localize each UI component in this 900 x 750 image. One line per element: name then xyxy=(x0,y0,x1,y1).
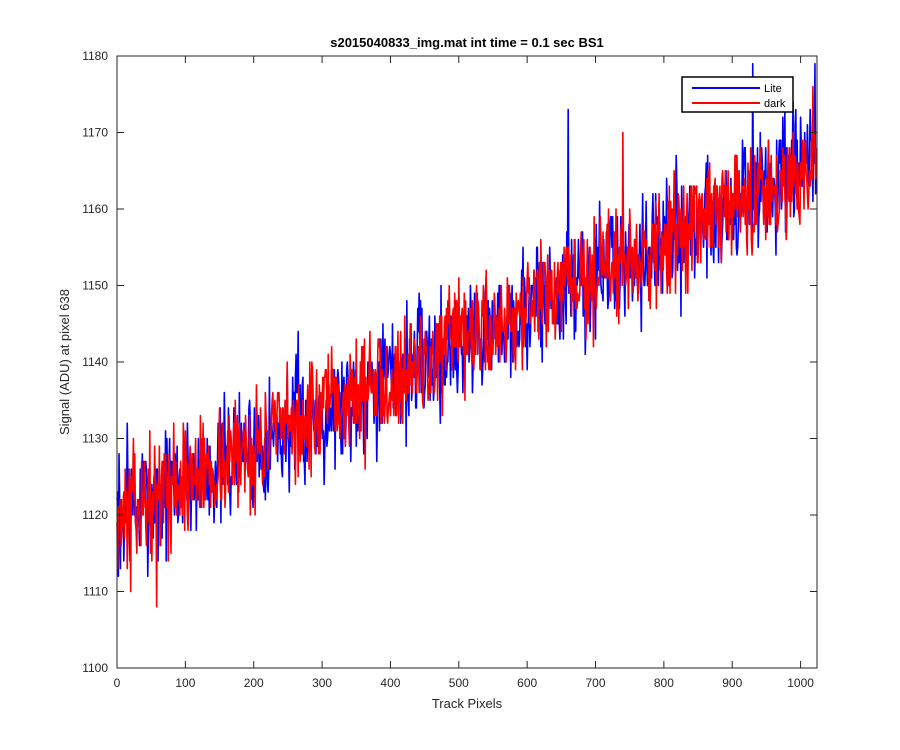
legend: Lite dark xyxy=(681,76,794,113)
x-tick-label: 800 xyxy=(654,676,674,690)
y-tick-label: 1170 xyxy=(82,126,108,140)
y-tick-label: 1100 xyxy=(82,661,108,675)
y-tick-label: 1130 xyxy=(82,432,108,446)
legend-label-dark: dark xyxy=(764,98,786,110)
y-tick-label: 1120 xyxy=(82,508,108,522)
x-axis-label: Track Pixels xyxy=(432,696,503,711)
plot-area xyxy=(117,56,817,668)
x-ticks: 0 100 200 300 400 500 600 700 800 900 1000 xyxy=(114,56,814,690)
x-tick-label: 100 xyxy=(175,676,195,690)
y-axis-label: Signal (ADU) at pixel 638 xyxy=(57,289,72,435)
x-tick-label: 200 xyxy=(244,676,264,690)
x-tick-label: 400 xyxy=(380,676,400,690)
legend-label-lite: Lite xyxy=(764,83,782,95)
x-tick-label: 700 xyxy=(586,676,606,690)
x-tick-label: 0 xyxy=(114,676,121,690)
y-tick-label: 1110 xyxy=(83,585,108,599)
y-tick-label: 1150 xyxy=(82,279,108,293)
series-layer xyxy=(116,62,818,608)
chart-title: s2015040833_img.mat int time = 0.1 sec B… xyxy=(330,35,604,50)
x-tick-label: 900 xyxy=(722,676,742,690)
x-tick-label: 300 xyxy=(312,676,332,690)
y-tick-label: 1160 xyxy=(82,202,108,216)
x-tick-label: 600 xyxy=(517,676,537,690)
y-tick-label: 1140 xyxy=(82,355,108,369)
series-line-dark xyxy=(116,85,818,608)
y-ticks: 1100 1110 1120 1130 1140 1150 1160 1170 1180 xyxy=(82,49,817,675)
legend-box xyxy=(681,76,794,113)
y-tick-label: 1180 xyxy=(82,49,108,63)
x-tick-label: 1000 xyxy=(787,676,814,690)
x-tick-label: 500 xyxy=(449,676,469,690)
